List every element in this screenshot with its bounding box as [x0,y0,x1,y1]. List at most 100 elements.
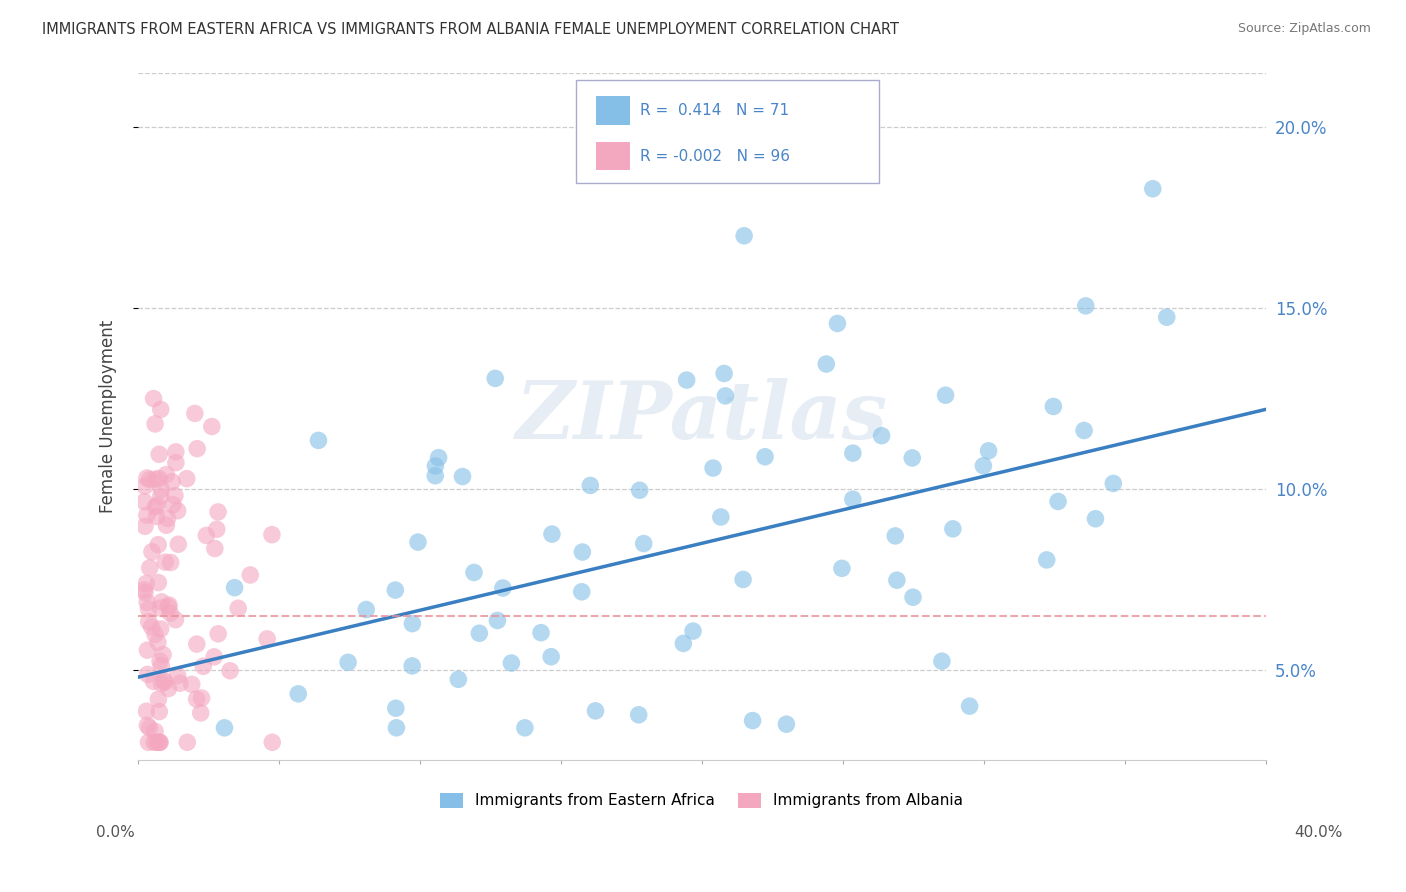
Point [135,576,157,591]
Text: 40.0%: 40.0% [1295,825,1343,840]
Point [138,721,160,735]
Point [148,735,170,749]
Point [287,687,309,701]
Point [135,704,157,718]
Point [155,518,177,533]
Point [134,495,156,509]
Point [157,599,180,614]
Legend: Immigrants from Eastern Africa, Immigrants from Albania: Immigrants from Eastern Africa, Immigran… [434,787,970,814]
Point [308,434,330,448]
Point [138,615,160,629]
Point [136,595,159,609]
Point [627,707,650,722]
Point [134,585,156,599]
Point [256,632,278,646]
Point [135,508,157,523]
Point [775,717,797,731]
Point [207,505,229,519]
Point [149,735,172,749]
Point [628,483,651,498]
Point [425,458,447,473]
Point [149,654,172,668]
Point [136,667,159,681]
Point [157,598,180,612]
Point [884,529,907,543]
Text: R = -0.002   N = 96: R = -0.002 N = 96 [640,149,790,163]
Point [571,584,593,599]
Y-axis label: Female Unemployment: Female Unemployment [100,320,117,513]
Point [142,392,165,406]
Point [176,735,198,749]
Point [1042,400,1064,414]
Point [214,721,236,735]
Point [815,357,838,371]
Point [160,475,183,489]
Point [260,527,283,541]
Point [931,654,953,668]
Point [427,450,450,465]
Point [159,556,181,570]
Point [143,724,166,739]
Point [384,583,406,598]
Point [148,538,170,552]
Point [146,499,169,513]
Point [139,561,162,575]
Point [145,509,167,524]
Point [530,625,553,640]
Point [134,582,156,597]
Point [501,656,523,670]
Point [202,649,225,664]
Point [842,446,865,460]
Point [138,602,160,616]
Point [337,656,360,670]
Point [1047,494,1070,508]
Point [633,536,655,550]
Point [141,620,163,634]
Point [579,478,602,492]
Point [143,500,166,514]
Point [571,545,593,559]
Point [492,581,515,595]
Point [149,489,172,503]
Point [148,735,170,749]
Point [541,527,564,541]
Text: Source: ZipAtlas.com: Source: ZipAtlas.com [1237,22,1371,36]
Point [162,498,184,512]
Point [148,575,170,590]
Point [484,371,506,385]
Point [513,721,536,735]
Point [143,472,166,486]
Point [165,456,187,470]
Text: IMMIGRANTS FROM EASTERN AFRICA VS IMMIGRANTS FROM ALBANIA FEMALE UNEMPLOYMENT CO: IMMIGRANTS FROM EASTERN AFRICA VS IMMIGR… [42,22,900,37]
Point [148,447,170,461]
Point [207,627,229,641]
Point [195,528,218,542]
Point [156,511,179,525]
Point [262,735,284,749]
Point [150,676,173,690]
Point [149,622,172,636]
Point [184,407,207,421]
Point [166,504,188,518]
Point [406,535,429,549]
Point [138,473,160,487]
Point [136,643,159,657]
Point [201,419,224,434]
Text: 0.0%: 0.0% [96,825,135,840]
Point [224,581,246,595]
Point [733,228,755,243]
Point [585,704,607,718]
Point [153,675,176,690]
Point [682,624,704,638]
Point [148,705,170,719]
Point [901,591,924,605]
Point [1084,512,1107,526]
Point [486,614,509,628]
Point [134,479,156,493]
Point [959,699,981,714]
Point [186,637,208,651]
Point [239,568,262,582]
Point [138,735,160,749]
Point [672,636,695,650]
Point [149,402,172,417]
